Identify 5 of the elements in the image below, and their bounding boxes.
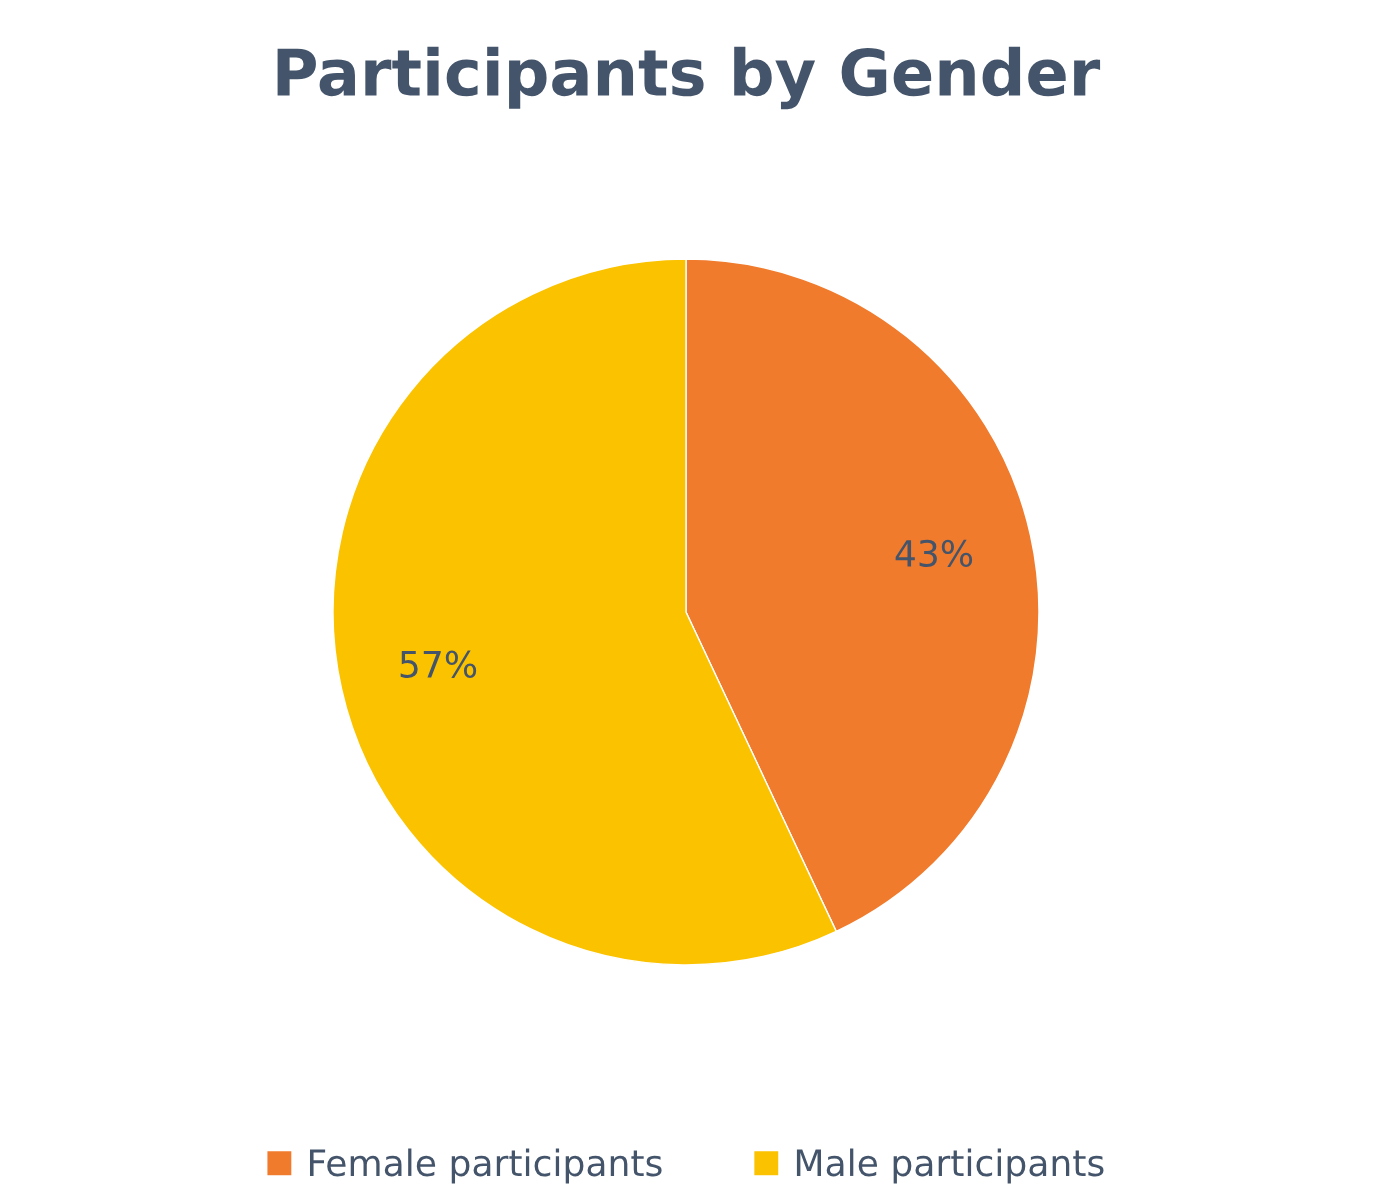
legend-label: Female participants <box>310 1148 662 1184</box>
data-label: 43% <box>895 539 973 568</box>
legend-label: Male participants <box>796 1148 1104 1184</box>
chart-title: Participants by Gender <box>277 46 1101 110</box>
data-label: 57% <box>400 650 477 678</box>
